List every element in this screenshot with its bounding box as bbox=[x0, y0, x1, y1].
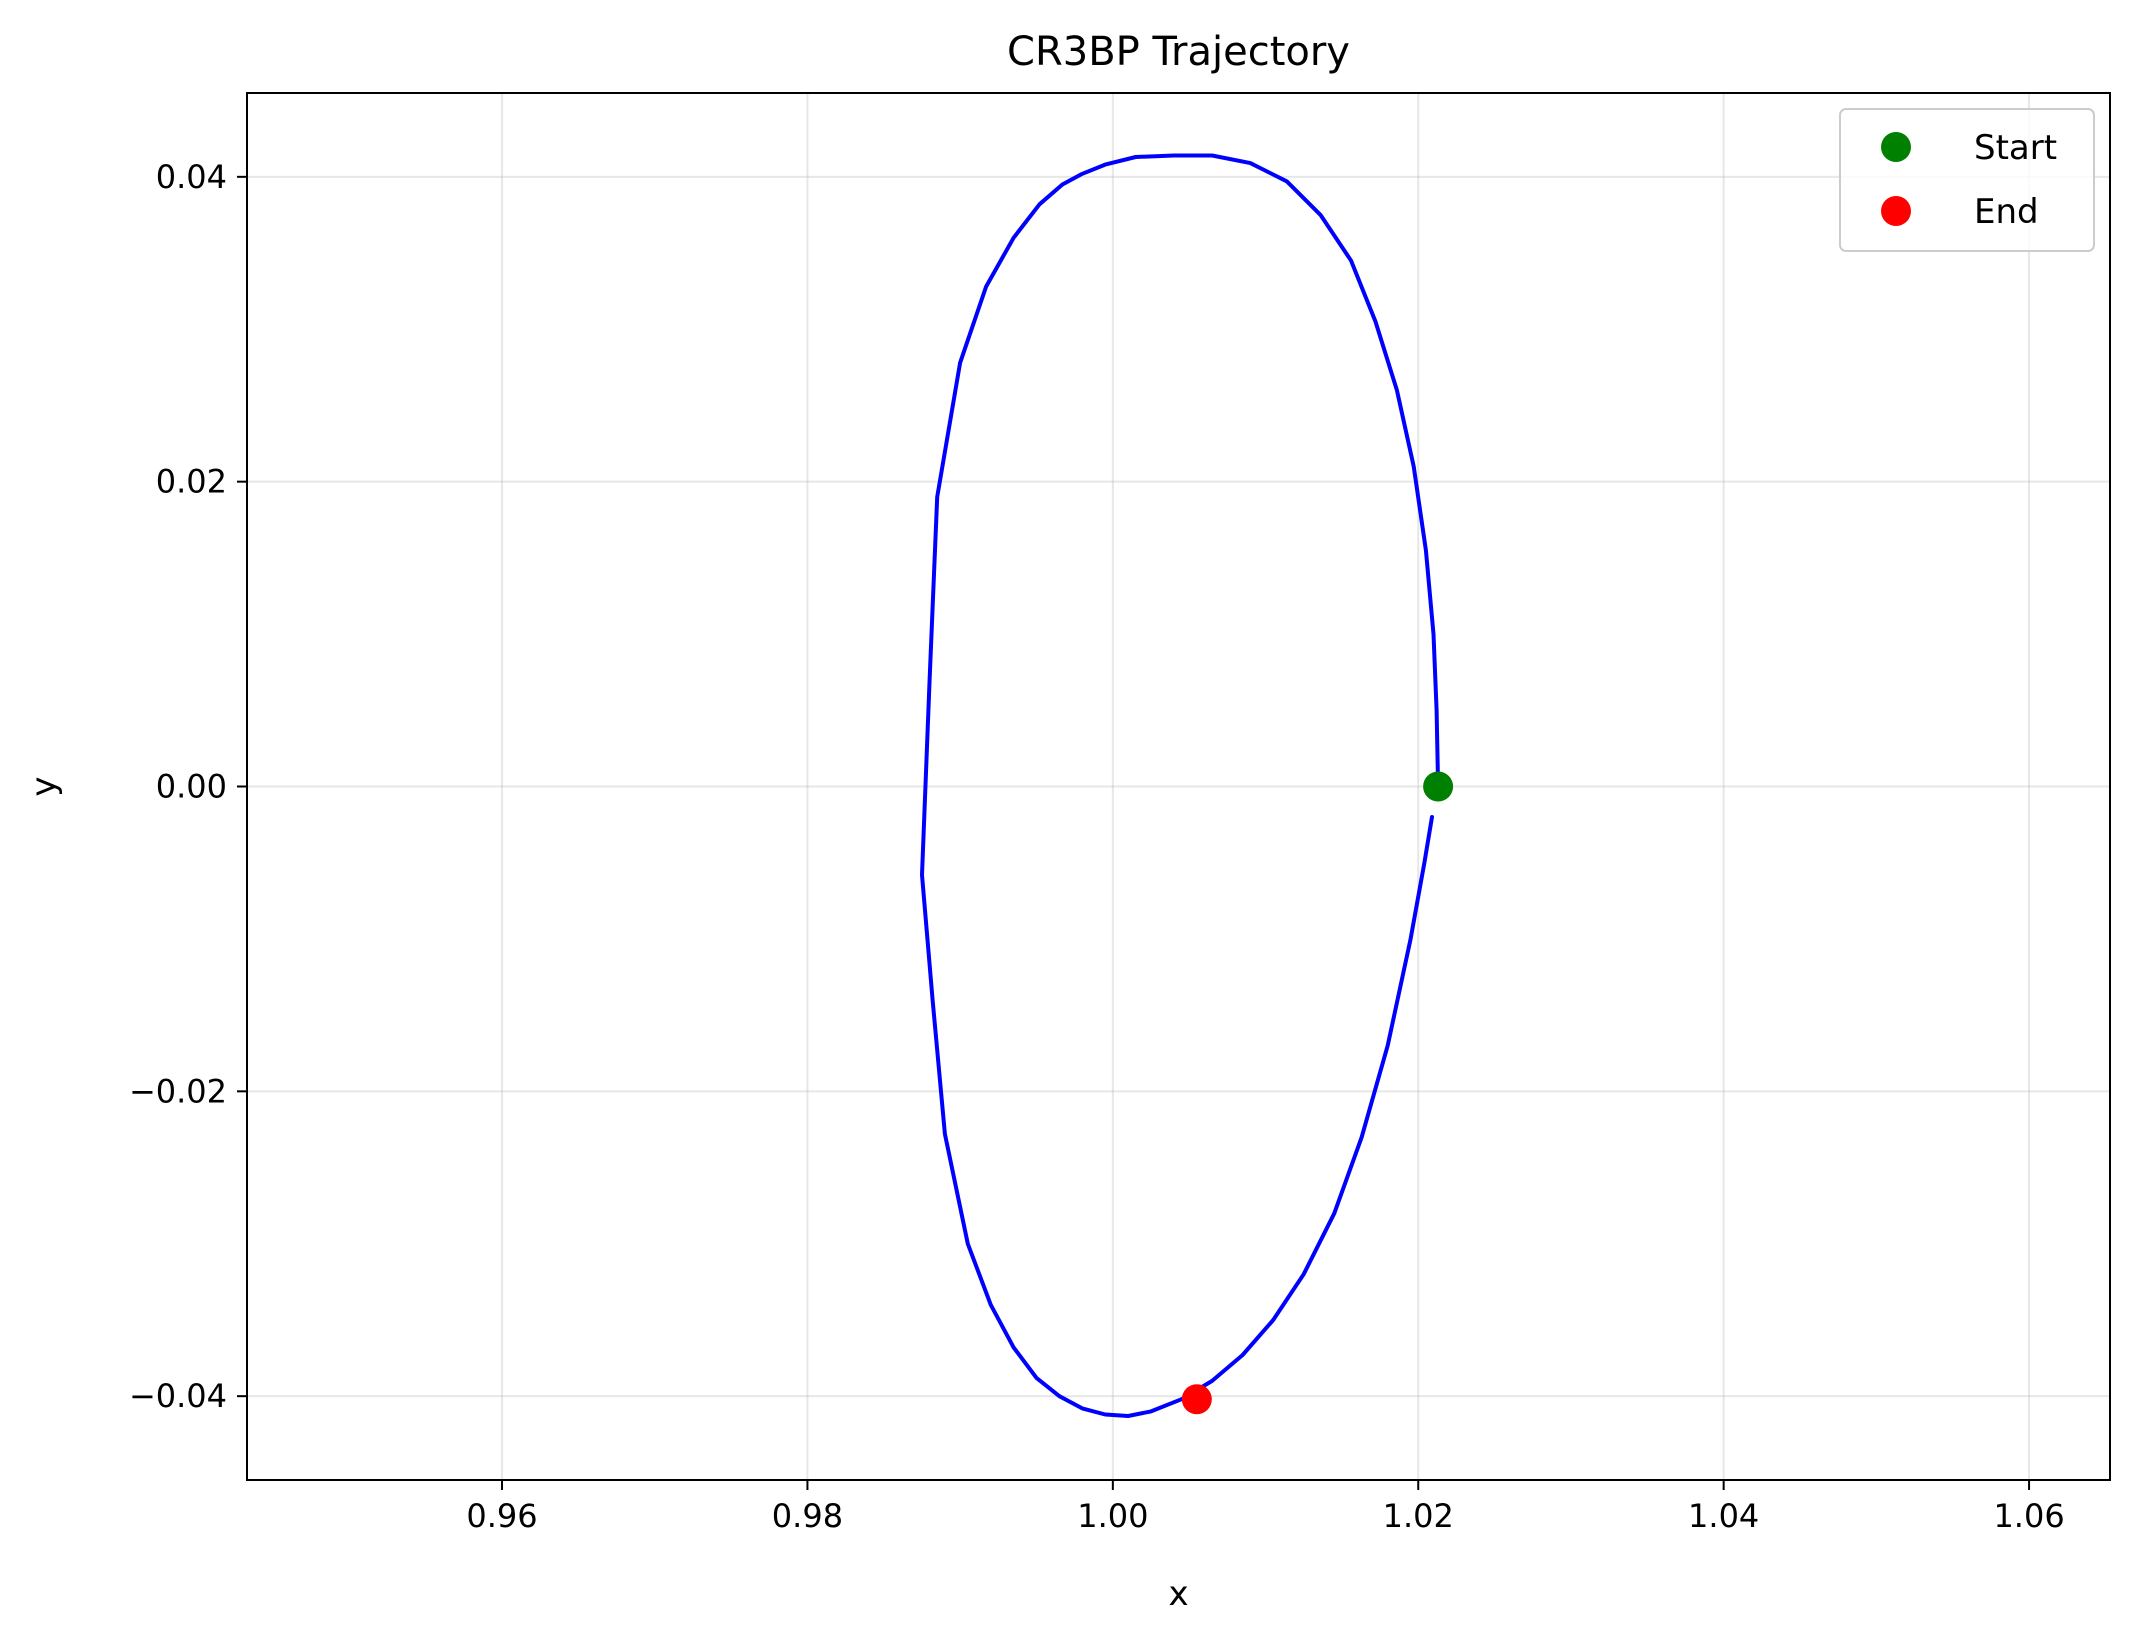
legend-end-label: End bbox=[1974, 192, 2039, 232]
x-tick-label: 1.02 bbox=[1383, 1497, 1454, 1535]
tick-marks: 0.96 0.98 1.00 1.02 1.04 1.06 0.04 0.02 0.00 −0.0… bbox=[129, 158, 2065, 1535]
legend-start-swatch bbox=[1881, 132, 1911, 162]
legend-end-swatch bbox=[1881, 196, 1911, 226]
start-marker bbox=[1423, 771, 1454, 802]
y-tick-label: −0.04 bbox=[129, 1377, 227, 1415]
y-axis-label: y bbox=[24, 776, 64, 796]
x-axis-label: x bbox=[1168, 1574, 1188, 1614]
grid-lines bbox=[247, 93, 2110, 1480]
y-tick-label: −0.02 bbox=[129, 1072, 227, 1110]
y-tick-label: 0.04 bbox=[156, 158, 227, 196]
x-tick-label: 0.96 bbox=[466, 1497, 537, 1535]
x-tick-label: 1.04 bbox=[1688, 1497, 1759, 1535]
x-tick-label: 1.00 bbox=[1077, 1497, 1148, 1535]
trajectory-line bbox=[920, 153, 1441, 1418]
y-tick-label: 0.00 bbox=[156, 768, 227, 806]
y-tick-label: 0.02 bbox=[156, 463, 227, 501]
legend: Start End bbox=[1839, 108, 2095, 252]
end-marker bbox=[1181, 1384, 1212, 1415]
plot-area bbox=[920, 153, 1454, 1418]
x-tick-label: 1.06 bbox=[1993, 1497, 2064, 1535]
chart-title: CR3BP Trajectory bbox=[1007, 29, 1350, 75]
legend-start-label: Start bbox=[1974, 128, 2057, 168]
x-tick-label: 0.98 bbox=[772, 1497, 843, 1535]
